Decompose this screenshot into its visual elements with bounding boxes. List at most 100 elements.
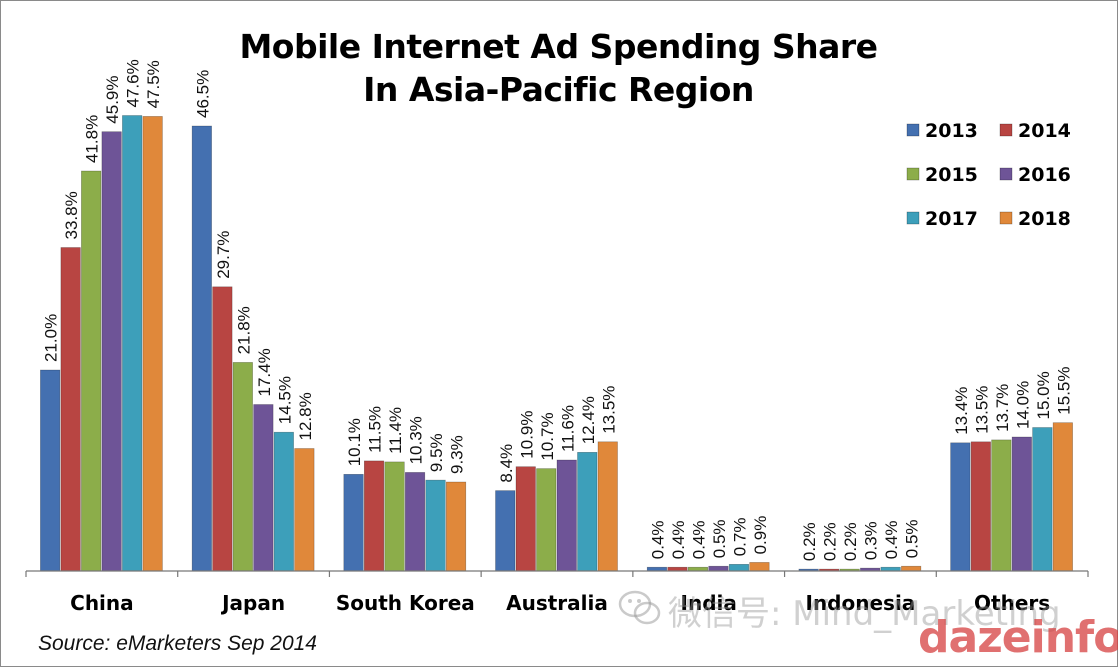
data-label: 29.7% — [214, 231, 233, 279]
x-tick-label: Australia — [506, 591, 608, 615]
data-label: 15.0% — [1034, 371, 1053, 419]
bar-china-2013 — [40, 369, 61, 572]
data-label: 0.4% — [690, 520, 709, 559]
bar-china-2015 — [81, 170, 102, 572]
data-label: 14.0% — [1013, 381, 1032, 429]
bar-china-2018 — [142, 116, 163, 572]
data-label: 10.1% — [345, 418, 364, 466]
data-label: 21.0% — [42, 314, 61, 362]
bar-others-2015 — [991, 439, 1012, 572]
data-label: 0.3% — [862, 521, 881, 560]
bar-others-2017 — [1032, 427, 1053, 572]
data-label: 45.9% — [103, 75, 122, 123]
bar-others-2014 — [970, 441, 991, 572]
data-label: 12.8% — [296, 392, 315, 440]
data-label: 10.9% — [517, 410, 536, 458]
data-label: 0.7% — [731, 518, 750, 557]
watermark-text: 微信号: Mind_Marketing — [668, 594, 1061, 634]
bar-japan-2014 — [212, 286, 233, 572]
data-label: 13.7% — [993, 384, 1012, 432]
legend-swatch-2013 — [906, 123, 920, 137]
bar-indonesia-2018 — [901, 565, 922, 572]
bar-india-2016 — [708, 565, 729, 572]
data-label: 41.8% — [83, 115, 102, 163]
legend-swatch-2016 — [999, 167, 1013, 181]
data-label: 13.5% — [972, 386, 991, 434]
data-label: 9.3% — [448, 435, 467, 474]
data-label: 0.2% — [821, 522, 840, 561]
legend-swatch-2014 — [999, 123, 1013, 137]
chart-title-line-2: In Asia-Pacific Region — [363, 70, 754, 109]
data-label: 9.5% — [427, 433, 446, 472]
data-label: 8.4% — [497, 444, 516, 483]
bar-japan-2015 — [232, 362, 253, 572]
x-tick-label: Others — [974, 591, 1050, 615]
data-label: 33.8% — [62, 191, 81, 239]
data-label: 0.9% — [751, 516, 770, 555]
data-label: 0.4% — [669, 520, 688, 559]
bar-south-korea-2015 — [384, 461, 405, 572]
bar-others-2016 — [1011, 436, 1032, 572]
bar-australia-2015 — [536, 468, 557, 572]
data-label: 0.5% — [903, 519, 922, 558]
bar-japan-2018 — [294, 448, 315, 572]
bar-south-korea-2016 — [404, 472, 426, 572]
legend-swatch-2018 — [999, 211, 1013, 225]
bar-china-2016 — [101, 131, 122, 572]
bar-china-2014 — [60, 247, 81, 572]
legend-swatch-2015 — [906, 167, 920, 181]
data-label: 0.4% — [649, 520, 668, 559]
data-label: 12.4% — [579, 396, 598, 444]
bar-south-korea-2018 — [445, 481, 467, 572]
bar-south-korea-2013 — [343, 473, 364, 572]
data-label: 11.6% — [558, 405, 577, 452]
x-tick-label: Japan — [220, 591, 285, 615]
legend-label: 2017 — [925, 208, 978, 230]
data-label: 11.5% — [366, 406, 385, 453]
bar-australia-2016 — [556, 459, 577, 572]
bar-others-2013 — [950, 442, 971, 572]
legend-swatch-2017 — [906, 211, 920, 225]
x-tick-label: India — [681, 591, 737, 615]
data-label: 13.5% — [599, 386, 618, 434]
data-label: 0.2% — [841, 522, 860, 561]
legend-label: 2018 — [1018, 208, 1071, 230]
data-label: 21.8% — [234, 306, 253, 354]
data-label: 14.5% — [275, 376, 294, 424]
data-label: 17.4% — [255, 348, 274, 396]
bar-india-2018 — [749, 562, 770, 572]
data-label: 0.2% — [800, 522, 819, 561]
bar-australia-2014 — [515, 466, 536, 572]
bar-others-2018 — [1052, 422, 1073, 572]
bar-australia-2017 — [577, 451, 598, 572]
data-label: 10.7% — [538, 412, 557, 460]
data-label: 0.5% — [710, 519, 729, 558]
data-label: 13.4% — [952, 387, 971, 435]
wechat-watermark-icon — [618, 590, 661, 625]
x-tick-label: Indonesia — [806, 591, 916, 615]
bar-japan-2016 — [253, 404, 274, 572]
data-label: 15.5% — [1054, 366, 1073, 414]
data-label: 47.5% — [144, 60, 163, 108]
legend-label: 2013 — [925, 120, 978, 142]
x-tick-label: South Korea — [336, 591, 475, 615]
bar-china-2017 — [122, 115, 143, 572]
bar-australia-2018 — [597, 441, 618, 572]
data-label: 47.6% — [124, 59, 143, 107]
legend-label: 2016 — [1018, 164, 1071, 186]
source-note: Source: eMarketers Sep 2014 — [38, 632, 317, 655]
bar-japan-2017 — [273, 431, 294, 572]
legend-label: 2014 — [1018, 120, 1071, 142]
data-label: 10.3% — [407, 416, 426, 464]
bar-india-2017 — [728, 563, 750, 572]
data-label: 11.4% — [386, 407, 405, 454]
legend-label: 2015 — [925, 164, 978, 186]
data-label: 46.5% — [193, 70, 212, 118]
bar-south-korea-2014 — [363, 460, 385, 572]
bar-australia-2013 — [495, 490, 516, 572]
bar-japan-2013 — [191, 125, 212, 572]
data-label: 0.4% — [882, 520, 901, 559]
brand-watermark: dazeinfo — [918, 612, 1118, 663]
chart-title-line-1: Mobile Internet Ad Spending Share — [239, 27, 878, 66]
